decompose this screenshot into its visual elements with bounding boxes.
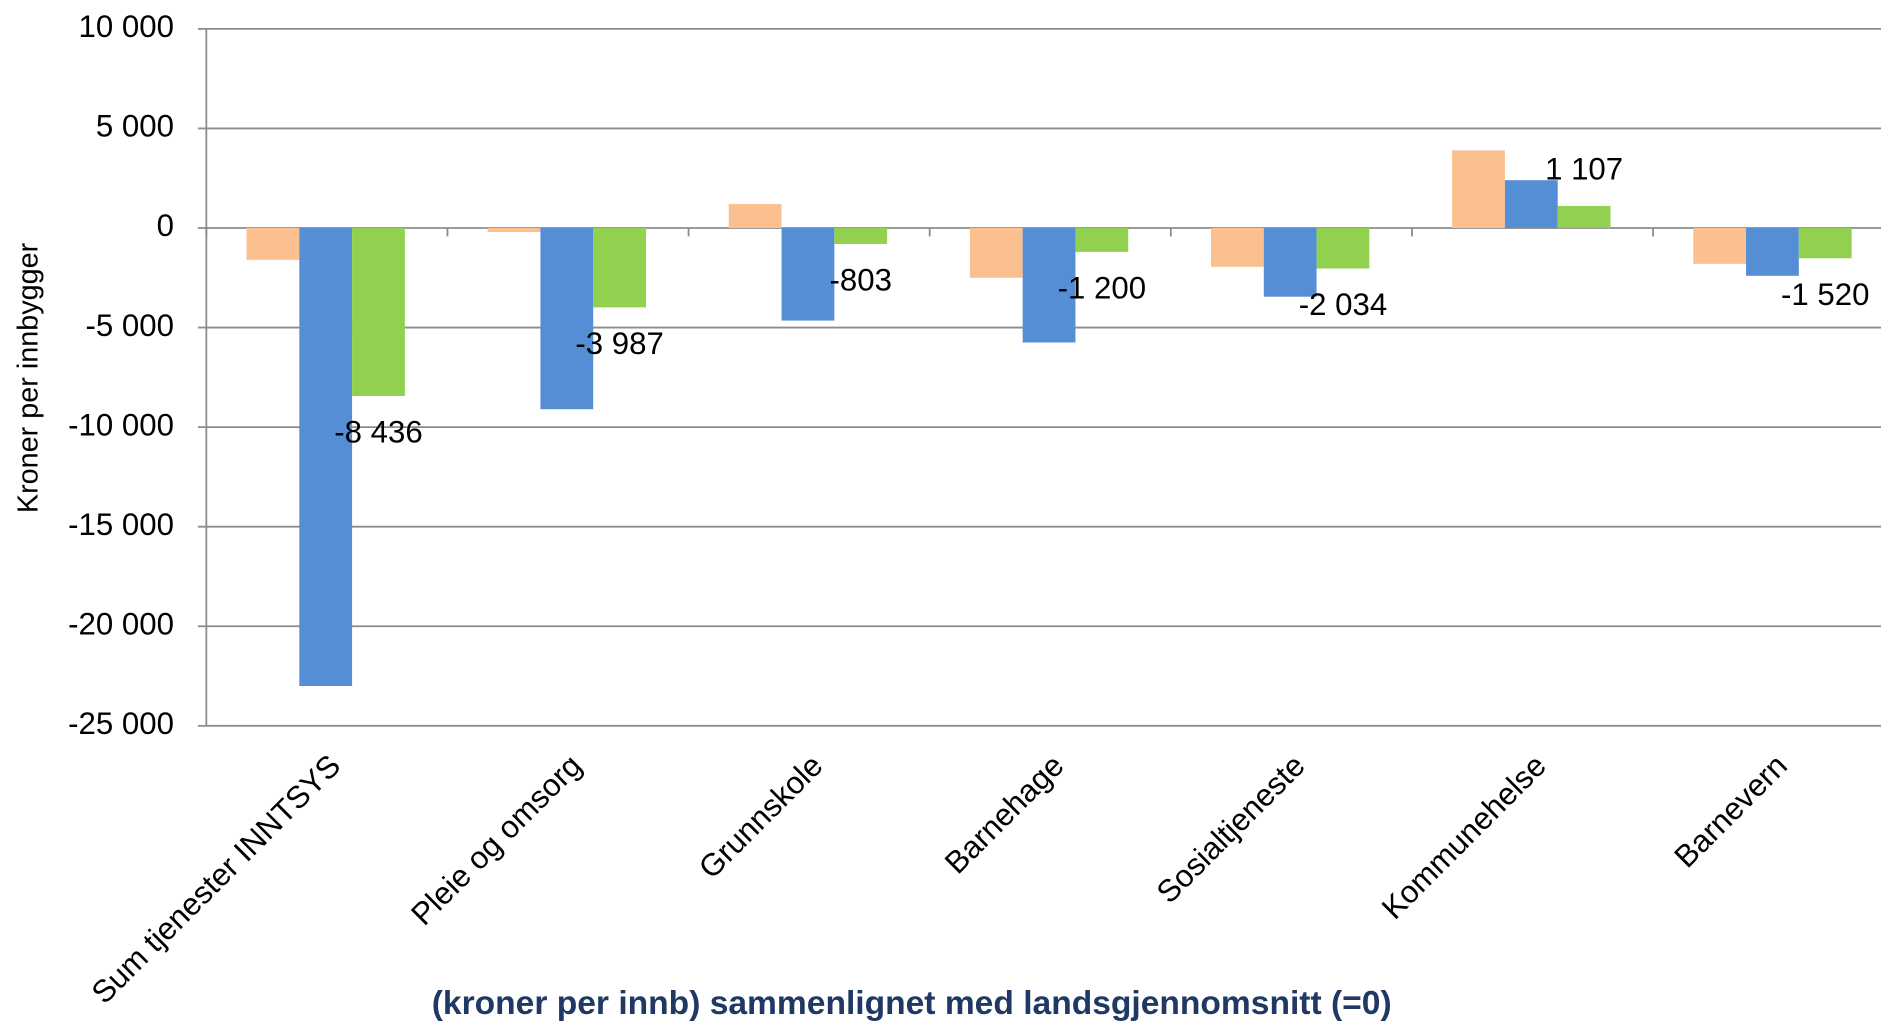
y-axis-label: Kroner per innbygger [13,242,45,513]
data-label: -2 034 [1299,287,1387,322]
bar [352,227,405,396]
y-tick-label: 10 000 [79,9,174,44]
bar [1746,227,1799,276]
x-tick-label: Grunnskole [692,748,830,886]
y-tick-label: -10 000 [68,407,174,442]
data-label: -3 987 [575,326,663,361]
data-label: -1 200 [1058,271,1146,306]
bar [593,227,646,308]
bar [728,204,782,228]
x-tick-label: Barnehage [938,748,1071,881]
bar [969,227,1023,278]
x-tick-label: Sum tjenester INNTSYS [85,748,348,1011]
y-tick-label: -25 000 [68,706,174,741]
bar [1211,227,1264,267]
data-label: -803 [830,263,892,298]
bar [540,227,594,410]
x-tick-label: Barnevern [1667,748,1794,875]
data-label: 1 107 [1545,151,1623,186]
bar [1693,227,1747,264]
bar [1263,227,1317,297]
bar [1452,150,1505,228]
y-tick-label: 5 000 [96,109,174,144]
y-tick-label: -20 000 [68,606,174,641]
y-tick-label: -5 000 [86,308,174,343]
bar [1022,227,1076,343]
x-tick-label: Pleie og omsorg [404,748,588,932]
bar [246,227,300,260]
y-tick-label: -15 000 [68,507,174,542]
bar [1316,227,1370,269]
bar [1798,227,1852,259]
bar [487,227,541,232]
y-tick-label: 0 [157,208,174,243]
bar [781,227,835,321]
bar [1075,227,1129,252]
bar [299,227,353,687]
chart-title: (kroner per innb) sammenlignet med lands… [432,985,1392,1022]
data-label: -8 436 [334,415,422,450]
data-label: -1 520 [1781,277,1869,312]
bar [834,227,888,244]
x-tick-label: Kommunehelse [1375,748,1553,926]
x-tick-label: Sosialtjeneste [1150,748,1312,910]
bar [1504,180,1558,228]
bar [1557,205,1611,228]
